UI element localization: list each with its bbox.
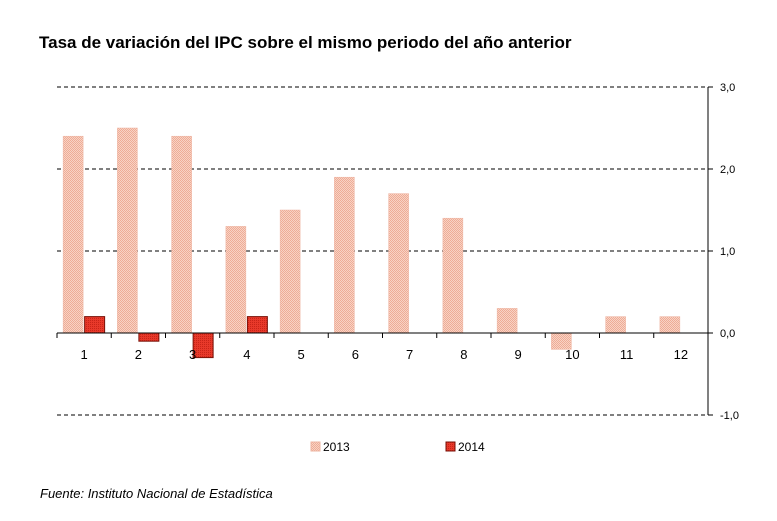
bars: [62, 127, 681, 359]
bar-2013: [171, 135, 192, 334]
y-tick-label: 2,0: [720, 164, 735, 176]
y-tick-label: 1,0: [720, 246, 735, 258]
bar-2014: [84, 316, 106, 334]
bar-2013: [388, 193, 409, 334]
chart-title: Tasa de variación del IPC sobre el mismo…: [39, 33, 572, 52]
x-tick-label: 2: [135, 347, 142, 362]
bar-2013: [442, 217, 464, 334]
bar-2013: [334, 176, 355, 334]
source-note: Fuente: Instituto Nacional de Estadístic…: [40, 486, 273, 501]
legend-swatch: [445, 441, 456, 452]
x-axis: [56, 332, 709, 338]
x-tick-label: 6: [352, 347, 359, 362]
x-tick-label: 3: [189, 347, 196, 362]
bar-2014: [246, 316, 268, 334]
x-tick-label: 11: [620, 347, 634, 362]
grid-lines: [57, 86, 708, 416]
bar-2013: [117, 127, 138, 334]
x-tick-label: 4: [243, 347, 250, 362]
x-tick-label: 9: [515, 347, 522, 362]
bar-2013: [225, 226, 247, 334]
x-axis-ticks: 1 2 3 4 5 6 7 8 9 10 11 12: [81, 347, 689, 362]
legend-label: 2014: [458, 440, 485, 454]
x-tick-label: 5: [298, 347, 305, 362]
bar-2013: [496, 308, 518, 334]
y-tick-label: 0,0: [720, 328, 735, 340]
legend-swatch: [310, 441, 321, 452]
x-tick-label: 12: [674, 347, 688, 362]
x-tick-label: 10: [565, 347, 579, 362]
bar-2013: [605, 316, 626, 334]
y-tick-label: -1,0: [720, 410, 739, 422]
y-axis-ticks: 3,0 2,0 1,0 0,0 -1,0: [707, 82, 739, 422]
bar-2013: [279, 209, 301, 334]
y-tick-label: 3,0: [720, 82, 735, 94]
x-tick-label: 8: [460, 347, 467, 362]
bar-2013: [659, 316, 681, 334]
legend: 2013 2014: [310, 440, 485, 454]
x-tick-label: 1: [81, 347, 88, 362]
x-tick-label: 7: [406, 347, 413, 362]
bar-2013: [62, 135, 84, 334]
legend-label: 2013: [323, 440, 350, 454]
bar-2014: [138, 332, 160, 342]
